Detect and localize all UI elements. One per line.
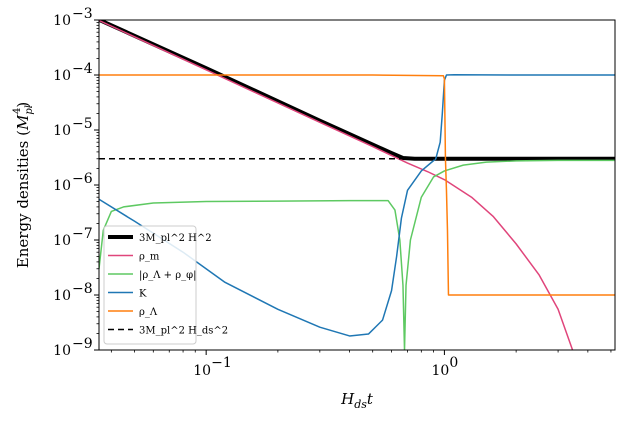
legend-label-hubble: 3M_pl^2 H^2 xyxy=(139,233,212,244)
y-axis-label: Energy densities (Mpl4) xyxy=(12,102,35,268)
series-layer xyxy=(99,20,615,350)
y-tick-exponent: −4 xyxy=(72,61,93,77)
y-tick-label: 10 xyxy=(53,343,71,359)
legend-entries: 3M_pl^2 H^2 ρ_m |ρ_Λ + ρ_φ| Kρ_Λ 3M_pl^2 H_d… xyxy=(108,233,228,337)
y-tick-exponent: −8 xyxy=(72,281,93,297)
legend: 3M_pl^2 H^2 ρ_m |ρ_Λ + ρ_φ| Kρ_Λ 3M_pl^2 H_d… xyxy=(103,225,228,345)
x-tick-exponent: 0 xyxy=(449,355,458,371)
x-tick-label: 10 xyxy=(431,363,449,379)
y-tick-label: 10 xyxy=(53,68,71,84)
legend-label-rho_m: ρ_m xyxy=(139,252,160,263)
legend-label-rho_sum: |ρ_Λ + ρ_φ| xyxy=(139,270,196,281)
y-tick-label: 10 xyxy=(53,178,71,194)
y-tick-label: 10 xyxy=(53,233,71,249)
series-line-hubble xyxy=(99,20,615,161)
series-line-rho_lambda xyxy=(99,74,615,296)
legend-label-ds: 3M_pl^2 H_ds^2 xyxy=(139,326,228,337)
legend-label-K: K xyxy=(139,289,147,300)
series-line-K xyxy=(99,74,615,337)
y-tick-exponent: −5 xyxy=(72,116,93,132)
ticks-layer: 10 −910 −810 −710 −610 −510 −410 −310 −1 10 0 xyxy=(53,6,612,379)
y-tick-exponent: −9 xyxy=(72,336,93,352)
y-tick-label: 10 xyxy=(53,123,71,139)
series-line-rho_sum xyxy=(99,159,615,350)
y-tick-exponent: −3 xyxy=(72,6,93,22)
x-tick-exponent: −1 xyxy=(211,355,232,371)
y-tick-label: 10 xyxy=(53,13,71,29)
y-tick-label: 10 xyxy=(53,288,71,304)
x-tick-label: 10 xyxy=(193,363,211,379)
x-axis-label: Hdst xyxy=(340,390,374,411)
series-line-rho_m xyxy=(99,20,574,350)
legend-label-rho_lambda: ρ_Λ xyxy=(139,307,158,318)
y-tick-exponent: −6 xyxy=(72,171,93,187)
y-tick-exponent: −7 xyxy=(72,226,93,242)
